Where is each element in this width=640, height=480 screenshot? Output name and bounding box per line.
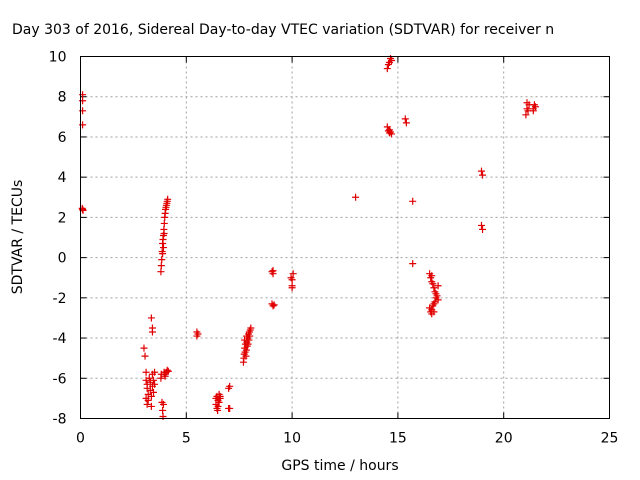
x-tick-label: 25 [601,431,619,447]
data-point [479,225,487,233]
y-tick-label: 10 [49,50,67,66]
data-point [288,276,296,284]
data-point [157,262,165,270]
data-point [385,126,393,134]
data-point [214,406,222,414]
data-point [147,402,155,410]
y-tick-label: 4 [58,170,67,186]
data-point [269,267,277,275]
data-point [388,130,396,138]
data-point [150,376,158,384]
y-tick-label: 8 [58,90,67,106]
x-tick-label: 10 [283,431,301,447]
data-point [434,296,442,304]
x-tick-label: 15 [389,431,407,447]
data-point [430,284,438,292]
data-point [352,193,360,201]
data-point [159,250,167,258]
data-point [434,282,442,290]
data-point [402,119,410,127]
data-point [269,302,277,310]
chart-title: Day 303 of 2016, Sidereal Day-to-day VTE… [12,22,554,38]
x-tick-label: 5 [182,431,191,447]
data-point [193,332,201,340]
data-point [163,366,171,374]
data-point [383,65,391,73]
y-tick-label: 0 [58,251,67,267]
x-tick-label: 20 [495,431,513,447]
data-point [529,107,537,115]
data-point [161,370,169,378]
data-point [477,221,485,229]
x-tick-label: 0 [76,431,85,447]
y-tick-label: 6 [58,130,67,146]
data-point [164,367,172,375]
data-point [216,392,224,400]
data-points [78,55,539,420]
data-point [151,380,159,388]
data-point [159,244,167,252]
data-point [522,111,530,119]
data-point [159,406,167,414]
y-tick-label: -4 [53,331,67,347]
axis-tick-labels: 0 5 10 15 20 25 -8 -6 -4 -2 0 2 4 6 8 10 [49,50,619,447]
data-point [477,167,485,175]
data-point [150,388,158,396]
data-point [242,352,250,360]
y-tick-label: -8 [53,412,67,428]
data-point [147,392,155,400]
data-point [148,328,156,336]
x-axis-label: GPS time / hours [281,458,398,474]
data-point [143,400,151,408]
data-point [78,204,86,212]
data-point [242,346,250,354]
data-point [226,404,234,412]
data-point [433,292,441,300]
data-point [151,368,159,376]
data-point [531,103,539,111]
data-point [160,219,168,227]
data-point [388,57,396,65]
data-point [145,374,153,382]
data-point [289,270,297,278]
y-tick-label: -2 [53,291,67,307]
data-point [429,280,437,288]
data-point [215,398,223,406]
data-point [409,260,417,268]
data-point [157,268,165,276]
data-point [144,396,152,404]
data-point [160,229,168,237]
plot-frame [80,56,610,419]
data-point [288,284,296,292]
y-tick-label: 2 [58,210,67,226]
data-point [401,115,409,123]
data-point [240,336,248,344]
data-point [428,272,436,280]
data-point [226,382,234,390]
y-axis-label: SDTVAR / TECUs [10,180,26,295]
data-point [409,197,417,205]
data-point [141,352,149,360]
data-point [140,344,148,352]
data-point [142,368,150,376]
data-point [158,256,166,264]
data-point [247,324,255,332]
data-point [479,171,487,179]
data-point [244,340,252,348]
data-point [243,332,251,340]
data-point [159,400,167,408]
data-point [147,314,155,322]
grid-lines [80,56,610,419]
y-tick-label: -6 [53,371,67,387]
data-point [430,308,438,316]
data-point [270,301,278,309]
data-point [164,195,172,203]
